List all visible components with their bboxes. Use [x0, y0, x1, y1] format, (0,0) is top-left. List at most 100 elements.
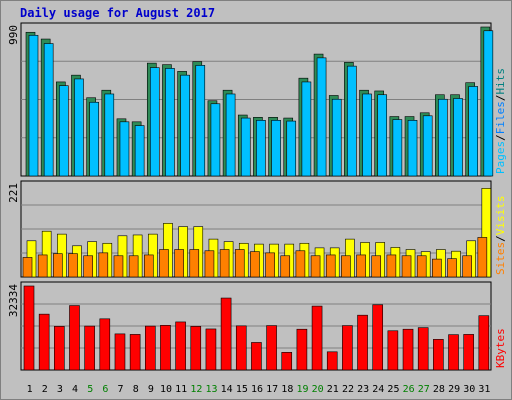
- bar-sites-3: [53, 253, 63, 278]
- bar-kbytes-26: [402, 328, 414, 371]
- x-tick-10: 10: [160, 384, 172, 395]
- x-tick-15: 15: [236, 384, 248, 395]
- bar-sites-12: [189, 249, 200, 278]
- legend-top: Pages/Files/Hits: [494, 68, 507, 174]
- bar-sites-18: [280, 255, 291, 278]
- bar-kbytes-14: [220, 297, 232, 371]
- bar-sites-23: [356, 254, 366, 278]
- x-tick-22: 22: [342, 384, 354, 395]
- bar-sites-4: [68, 253, 78, 278]
- x-tick-27: 27: [418, 384, 430, 395]
- bar-kbytes-17: [266, 325, 277, 371]
- legend-entry-files: Files: [494, 101, 507, 134]
- bar-files-19: [301, 81, 312, 177]
- bar-files-5: [89, 101, 99, 177]
- bar-kbytes-25: [387, 330, 399, 371]
- bar-kbytes-16: [251, 342, 262, 371]
- bar-kbytes-2: [38, 313, 50, 371]
- bar-kbytes-15: [235, 325, 247, 371]
- x-tick-24: 24: [372, 384, 384, 395]
- bar-kbytes-6: [99, 318, 111, 371]
- bar-files-26: [407, 120, 418, 177]
- bar-kbytes-18: [281, 352, 293, 371]
- legend-entry-kbytes: KBytes: [494, 328, 507, 368]
- bar-files-31: [483, 30, 494, 177]
- bar-sites-31: [477, 237, 488, 278]
- bar-kbytes-30: [463, 334, 474, 371]
- bar-kbytes-22: [342, 325, 353, 371]
- bar-sites-1: [22, 257, 33, 278]
- legend-middle: Sites/Visits: [494, 196, 507, 276]
- max-label-bottom: 32334: [7, 284, 20, 317]
- bar-sites-6: [98, 252, 109, 278]
- x-tick-6: 6: [102, 384, 108, 395]
- bar-files-12: [195, 65, 206, 177]
- x-tick-1: 1: [27, 384, 33, 395]
- legend-entry-hits: Hits: [494, 68, 507, 95]
- legend-entry-sites: Sites: [494, 242, 507, 275]
- bar-sites-25: [386, 254, 397, 278]
- bar-sites-20: [310, 255, 321, 278]
- bar-kbytes-28: [433, 339, 444, 371]
- bar-sites-21: [325, 254, 336, 278]
- x-tick-9: 9: [148, 384, 154, 395]
- bar-files-11: [180, 74, 190, 177]
- bar-sites-16: [250, 251, 260, 278]
- bar-files-9: [149, 67, 160, 177]
- x-tick-23: 23: [357, 384, 369, 395]
- bar-files-7: [119, 121, 130, 177]
- x-tick-26: 26: [403, 384, 415, 395]
- x-tick-28: 28: [433, 384, 445, 395]
- bar-sites-9: [143, 254, 154, 278]
- bar-files-2: [43, 43, 54, 177]
- bar-sites-24: [371, 255, 382, 278]
- bar-files-16: [256, 120, 266, 177]
- bar-kbytes-9: [144, 325, 156, 371]
- bar-sites-13: [204, 250, 215, 278]
- x-tick-13: 13: [205, 384, 217, 395]
- bar-kbytes-24: [372, 304, 384, 371]
- bar-kbytes-3: [54, 326, 65, 371]
- bar-sites-28: [432, 258, 442, 278]
- legend-entry-separator: /: [494, 134, 507, 141]
- bar-sites-29: [447, 258, 457, 278]
- x-tick-18: 18: [281, 384, 293, 395]
- legend-bottom: KBytes: [494, 328, 507, 368]
- bar-sites-5: [83, 255, 93, 278]
- x-tick-16: 16: [251, 384, 263, 395]
- bar-files-27: [422, 115, 433, 177]
- bar-files-21: [331, 98, 342, 177]
- bar-kbytes-8: [129, 334, 141, 371]
- bar-sites-30: [462, 255, 472, 278]
- bar-files-28: [438, 98, 448, 177]
- bar-files-3: [59, 85, 69, 177]
- legend-entry-pages: Pages: [494, 141, 507, 174]
- bar-kbytes-11: [175, 321, 186, 371]
- bar-kbytes-23: [357, 314, 368, 371]
- x-tick-20: 20: [312, 384, 324, 395]
- bar-sites-8: [128, 255, 139, 278]
- x-tick-17: 17: [266, 384, 278, 395]
- bar-files-8: [134, 125, 145, 177]
- x-tick-2: 2: [42, 384, 48, 395]
- bar-files-20: [316, 57, 327, 177]
- x-tick-14: 14: [221, 384, 233, 395]
- legend-entry-visits: Visits: [494, 196, 507, 236]
- max-label-middle: 221: [7, 183, 20, 203]
- x-tick-7: 7: [118, 384, 124, 395]
- bar-kbytes-31: [478, 315, 490, 371]
- bar-kbytes-19: [296, 328, 308, 371]
- bar-files-10: [165, 68, 175, 177]
- x-tick-19: 19: [296, 384, 308, 395]
- bar-kbytes-4: [69, 305, 80, 371]
- bar-sites-11: [174, 249, 184, 278]
- bar-sites-22: [341, 255, 351, 278]
- chart-title: Daily usage for August 2017: [20, 6, 216, 20]
- x-tick-30: 30: [463, 384, 475, 395]
- bar-kbytes-29: [448, 334, 459, 371]
- bar-files-25: [392, 119, 403, 177]
- x-tick-31: 31: [478, 384, 490, 395]
- bar-files-23: [362, 93, 372, 177]
- bar-kbytes-5: [84, 325, 95, 371]
- bar-sites-7: [113, 255, 124, 278]
